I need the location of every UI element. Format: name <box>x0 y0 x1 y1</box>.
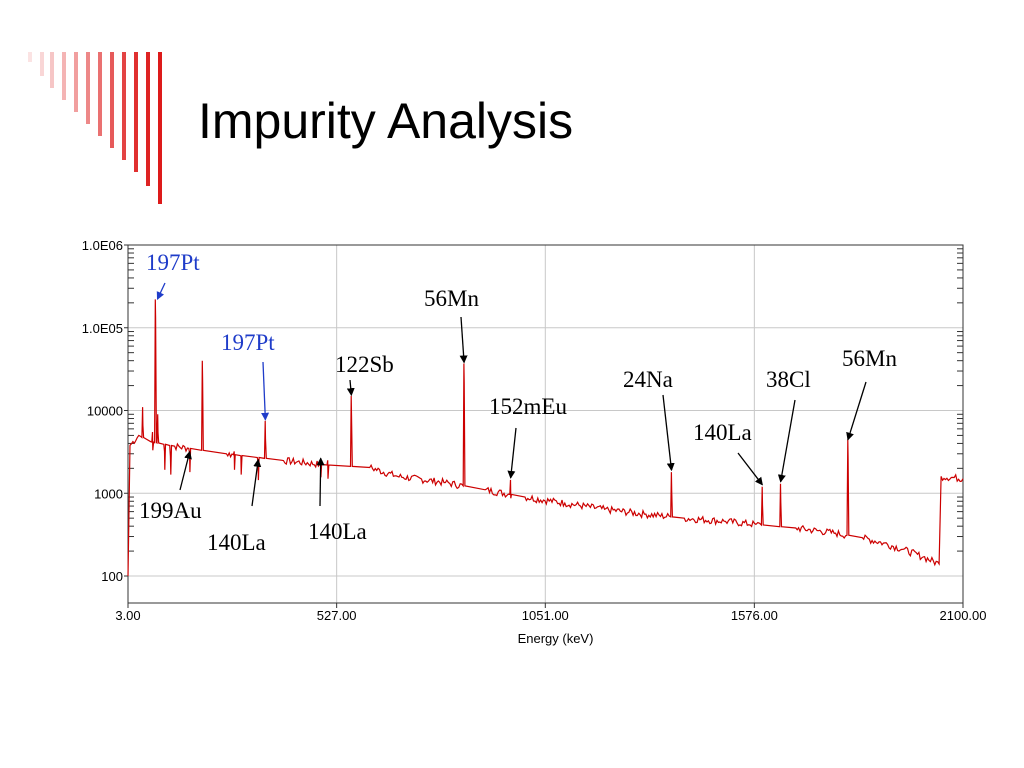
peak-annotation-label: 122Sb <box>335 352 394 377</box>
decoration-bar <box>50 52 54 88</box>
peak-annotation: 140La <box>693 420 763 486</box>
y-tick-label: 10000 <box>87 404 123 419</box>
peak-annotation-label: 197Pt <box>146 250 200 275</box>
peak-annotation-arrow <box>156 282 166 300</box>
peak-annotation: 152mEu <box>489 394 567 479</box>
peak-annotation-label: 140La <box>693 420 752 445</box>
peak-annotation: 56Mn <box>842 346 897 441</box>
peak-annotation-arrow <box>507 427 517 479</box>
y-tick-label: 1.0E05 <box>82 321 123 336</box>
peak-annotation-arrow <box>777 399 796 483</box>
peak-annotation-arrow <box>846 381 867 441</box>
peak-annotation-arrow <box>459 316 468 364</box>
peak-annotation-label: 152mEu <box>489 394 567 419</box>
x-axis-label: Energy (keV) <box>518 631 594 646</box>
peak-annotation-label: 56Mn <box>842 346 897 371</box>
peak-annotation: 24Na <box>623 367 675 472</box>
decoration-bar <box>110 52 114 148</box>
decoration-bar <box>134 52 138 172</box>
peak-annotation-label: 199Au <box>139 498 202 523</box>
x-tick-label: 3.00 <box>115 608 140 623</box>
decoration-bar <box>40 52 44 76</box>
peak-annotation-label: 38Cl <box>766 367 811 392</box>
x-tick-label: 1576.00 <box>731 608 778 623</box>
axis-ticks: 1.0E06 1.0E05 10000 1000 100 3.00 527.00 1051.0… <box>82 238 987 623</box>
peak-annotation-arrow <box>737 452 763 486</box>
x-tick-label: 1051.00 <box>522 608 569 623</box>
peak-annotation: 140La <box>207 458 266 555</box>
decoration-bar <box>86 52 90 124</box>
peak-annotation: 197Pt <box>146 250 200 300</box>
peak-annotation-label: 140La <box>308 519 367 544</box>
peak-annotations: 197Pt 197Pt 56Mn 122Sb 152mEu 24Na 38Cl 140La 56… <box>139 250 897 555</box>
y-tick-label: 1000 <box>94 486 123 501</box>
x-tick-label: 527.00 <box>317 608 357 623</box>
peak-annotation: 122Sb <box>335 352 394 397</box>
peak-annotation-label: 56Mn <box>424 286 479 311</box>
peak-annotation: 197Pt <box>221 330 275 421</box>
decoration-bar <box>98 52 102 136</box>
peak-annotation-arrow <box>179 450 192 491</box>
peak-annotation-label: 140La <box>207 530 266 555</box>
y-tick-label: 1.0E06 <box>82 238 123 253</box>
decoration-bar <box>74 52 78 112</box>
peak-annotation-arrow <box>261 361 270 421</box>
decoration-bar <box>28 52 32 62</box>
x-tick-label: 2100.00 <box>940 608 987 623</box>
decoration-bar <box>158 52 162 204</box>
peak-annotation: 199Au <box>139 450 202 523</box>
peak-annotation-arrow <box>251 458 262 507</box>
peak-annotation-arrow <box>316 457 325 507</box>
peak-annotation-arrow <box>346 379 355 397</box>
decoration-bar <box>62 52 66 100</box>
title-bar-decoration <box>28 52 162 204</box>
slide-title: Impurity Analysis <box>198 93 574 149</box>
peak-annotation-arrow <box>662 394 675 472</box>
decoration-bar <box>146 52 150 186</box>
decoration-bar <box>122 52 126 160</box>
peak-annotation-label: 197Pt <box>221 330 275 355</box>
peak-annotation: 38Cl <box>766 367 811 483</box>
peak-annotation: 140La <box>308 457 367 544</box>
peak-annotation: 56Mn <box>424 286 479 364</box>
peak-annotation-label: 24Na <box>623 367 673 392</box>
y-tick-label: 100 <box>101 569 123 584</box>
spectrum-series-line <box>127 299 964 577</box>
